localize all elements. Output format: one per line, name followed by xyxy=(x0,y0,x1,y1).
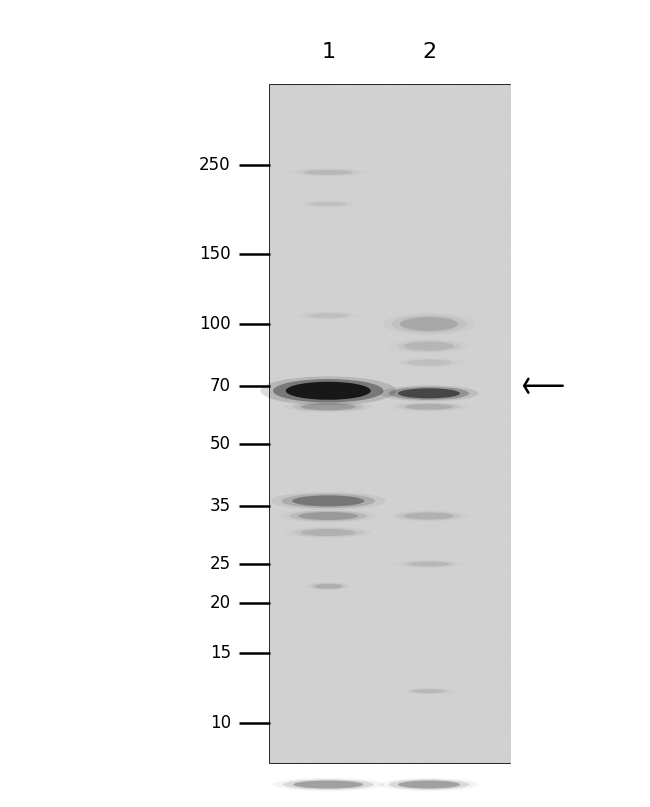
Ellipse shape xyxy=(398,388,460,399)
Text: 70: 70 xyxy=(210,377,231,395)
Ellipse shape xyxy=(408,562,450,567)
Ellipse shape xyxy=(304,170,352,175)
Ellipse shape xyxy=(405,404,453,410)
Ellipse shape xyxy=(272,778,384,791)
Ellipse shape xyxy=(283,780,374,790)
Ellipse shape xyxy=(400,317,458,331)
Ellipse shape xyxy=(302,312,354,319)
Text: 150: 150 xyxy=(199,245,231,263)
Ellipse shape xyxy=(391,315,467,333)
Ellipse shape xyxy=(308,313,348,318)
Ellipse shape xyxy=(281,494,375,508)
Ellipse shape xyxy=(404,512,454,520)
Ellipse shape xyxy=(286,382,370,399)
Ellipse shape xyxy=(398,403,460,411)
Ellipse shape xyxy=(289,511,367,521)
Text: 250: 250 xyxy=(199,157,231,174)
Ellipse shape xyxy=(402,561,456,567)
Ellipse shape xyxy=(309,202,347,206)
Text: 15: 15 xyxy=(209,643,231,662)
Ellipse shape xyxy=(389,780,469,790)
Ellipse shape xyxy=(404,341,454,350)
Ellipse shape xyxy=(301,404,356,410)
Ellipse shape xyxy=(273,379,384,403)
Ellipse shape xyxy=(380,385,478,401)
Text: 1: 1 xyxy=(321,43,335,62)
Ellipse shape xyxy=(298,512,358,520)
Text: 20: 20 xyxy=(209,594,231,612)
Ellipse shape xyxy=(389,387,469,399)
Ellipse shape xyxy=(293,780,363,788)
Ellipse shape xyxy=(380,778,478,791)
Ellipse shape xyxy=(310,583,346,589)
Ellipse shape xyxy=(396,512,462,521)
Ellipse shape xyxy=(398,780,460,788)
Text: 35: 35 xyxy=(209,497,231,515)
Ellipse shape xyxy=(400,359,458,366)
Text: 25: 25 xyxy=(209,555,231,573)
Ellipse shape xyxy=(270,492,386,510)
Ellipse shape xyxy=(396,341,462,352)
Text: 2: 2 xyxy=(422,43,436,62)
Ellipse shape xyxy=(408,688,450,694)
Ellipse shape xyxy=(292,495,364,507)
Ellipse shape xyxy=(407,360,451,366)
Ellipse shape xyxy=(413,689,445,693)
Ellipse shape xyxy=(292,402,364,412)
Bar xyxy=(270,85,510,763)
Ellipse shape xyxy=(301,529,356,536)
Text: 50: 50 xyxy=(210,435,231,453)
Ellipse shape xyxy=(260,376,396,405)
Ellipse shape xyxy=(297,169,359,176)
Ellipse shape xyxy=(292,528,364,537)
Ellipse shape xyxy=(304,202,353,207)
Text: 10: 10 xyxy=(209,713,231,732)
Text: 100: 100 xyxy=(199,315,231,333)
Ellipse shape xyxy=(314,583,343,588)
